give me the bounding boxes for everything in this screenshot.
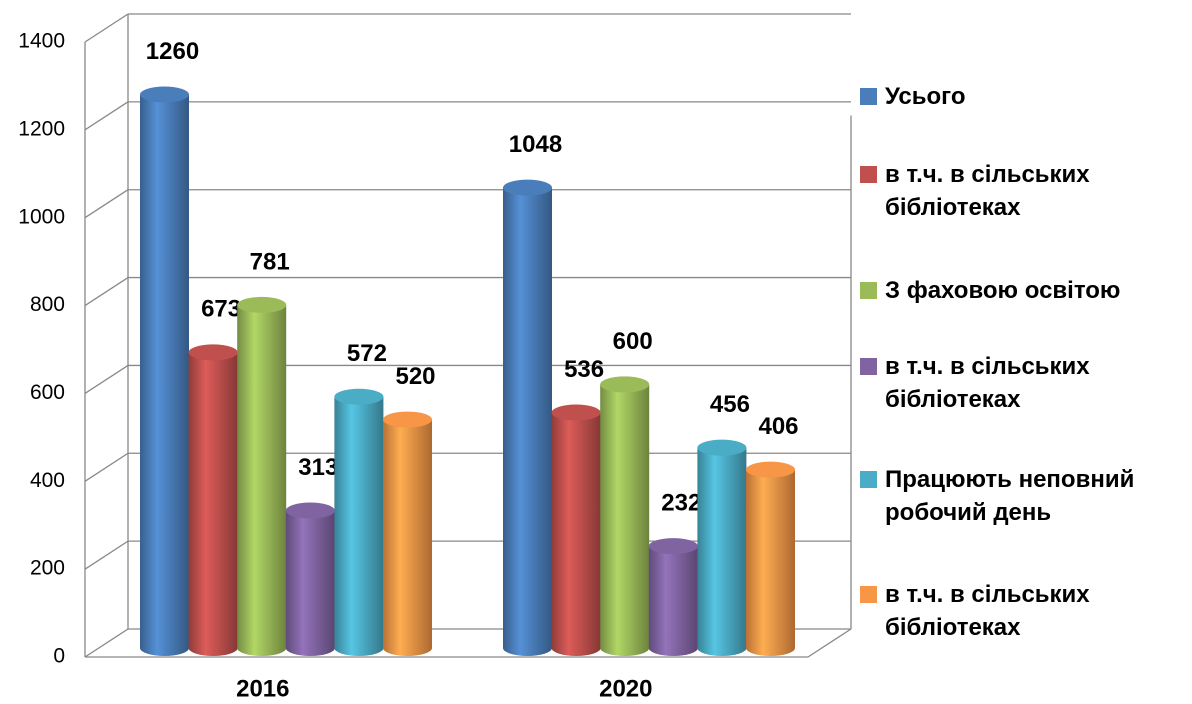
x-tick-label: 2016: [236, 675, 289, 702]
legend-swatch: [860, 88, 877, 105]
y-tick-label: 1000: [18, 205, 65, 228]
legend-swatch: [860, 358, 877, 375]
bar-cap: [551, 404, 601, 421]
grid-line: [84, 540, 129, 570]
legend-item: З фаховою освітою: [860, 274, 1190, 307]
value-label: 572: [347, 340, 387, 367]
value-label: 1260: [146, 38, 199, 65]
bar: [383, 419, 432, 656]
legend-item: в т.ч. в сільських бібліотеках: [860, 350, 1190, 416]
y-tick-label: 600: [30, 381, 65, 404]
value-label: 781: [250, 248, 290, 275]
bar: [334, 396, 384, 656]
bar-cap: [334, 388, 384, 405]
legend-label: в т.ч. в сільських бібліотеках: [885, 581, 1090, 641]
legend-swatch: [860, 471, 877, 488]
bar: [503, 187, 552, 656]
y-tick-label: 1200: [18, 117, 65, 140]
legend-item: в т.ч. в сільських бібліотеках: [860, 578, 1190, 644]
value-label: 536: [564, 356, 604, 383]
grid-line: [84, 628, 129, 658]
bar-cap: [697, 439, 747, 456]
legend-label: Усього: [885, 83, 966, 110]
bar-cap: [285, 502, 335, 519]
bar-cap: [383, 411, 432, 428]
bar: [188, 352, 238, 656]
y-tick-label: 400: [30, 469, 65, 492]
legend-label: З фаховою освітою: [885, 277, 1121, 304]
grid-line: [84, 452, 129, 482]
bar-cap: [503, 179, 552, 196]
bar: [140, 94, 189, 656]
y-tick-label: 0: [53, 645, 65, 668]
value-label: 1048: [509, 131, 562, 158]
bar: [237, 304, 287, 656]
grid-line: [84, 189, 129, 219]
value-label: 232: [661, 489, 701, 516]
legend-label: в т.ч. в сільських бібліотеках: [885, 161, 1090, 221]
bar: [746, 469, 795, 656]
bar-cap: [746, 461, 795, 478]
bar-cap: [648, 538, 698, 555]
y-tick-label: 200: [30, 557, 65, 580]
value-label: 600: [613, 328, 653, 355]
value-label: 520: [395, 363, 435, 390]
bar: [600, 384, 650, 656]
value-label: 673: [201, 296, 241, 323]
legend-label: в т.ч. в сільських бібліотеках: [885, 353, 1090, 413]
x-tick-label: 2020: [599, 675, 652, 702]
grid-line: [84, 13, 129, 43]
value-label: 313: [298, 454, 338, 481]
bar-cap: [600, 376, 650, 393]
grid-line: [84, 277, 129, 307]
bar: [697, 447, 747, 656]
bar: [285, 510, 335, 656]
bar-cap: [237, 296, 287, 313]
floor-edge: [807, 628, 852, 658]
value-label: 406: [758, 413, 798, 440]
legend-label: Працюють неповний робочий день: [885, 466, 1135, 526]
bar-cap: [188, 344, 238, 361]
legend-item: в т.ч. в сільських бібліотеках: [860, 158, 1190, 224]
legend-item: Усього: [860, 80, 1190, 113]
legend-item: Працюють неповний робочий день: [860, 463, 1190, 529]
bar: [551, 412, 601, 656]
legend-swatch: [860, 282, 877, 299]
value-label: 456: [710, 391, 750, 418]
legend-swatch: [860, 166, 877, 183]
bar: [648, 546, 698, 656]
y-tick-label: 1400: [18, 30, 65, 53]
y-tick-label: 800: [30, 293, 65, 316]
bar-cap: [140, 86, 189, 103]
grid-line: [84, 101, 129, 131]
grid-line: [84, 364, 129, 394]
legend-swatch: [860, 586, 877, 603]
